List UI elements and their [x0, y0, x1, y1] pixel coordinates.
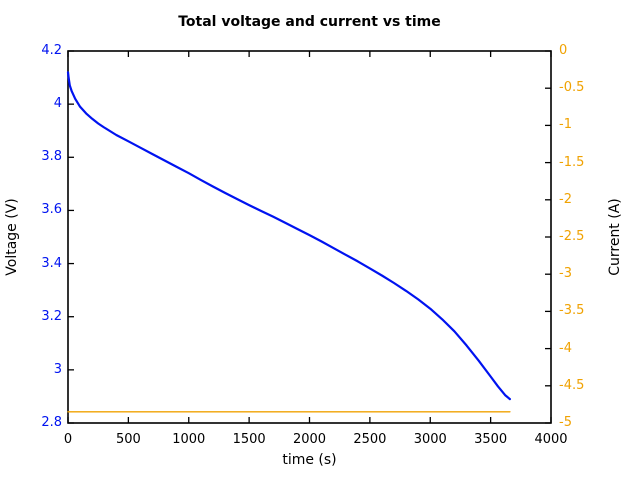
axes-border — [67, 50, 552, 424]
voltage-curve — [66, 71, 511, 401]
x-axis-label-time: time (s) — [282, 452, 337, 468]
chart-title: Total voltage and current vs time — [178, 14, 441, 30]
